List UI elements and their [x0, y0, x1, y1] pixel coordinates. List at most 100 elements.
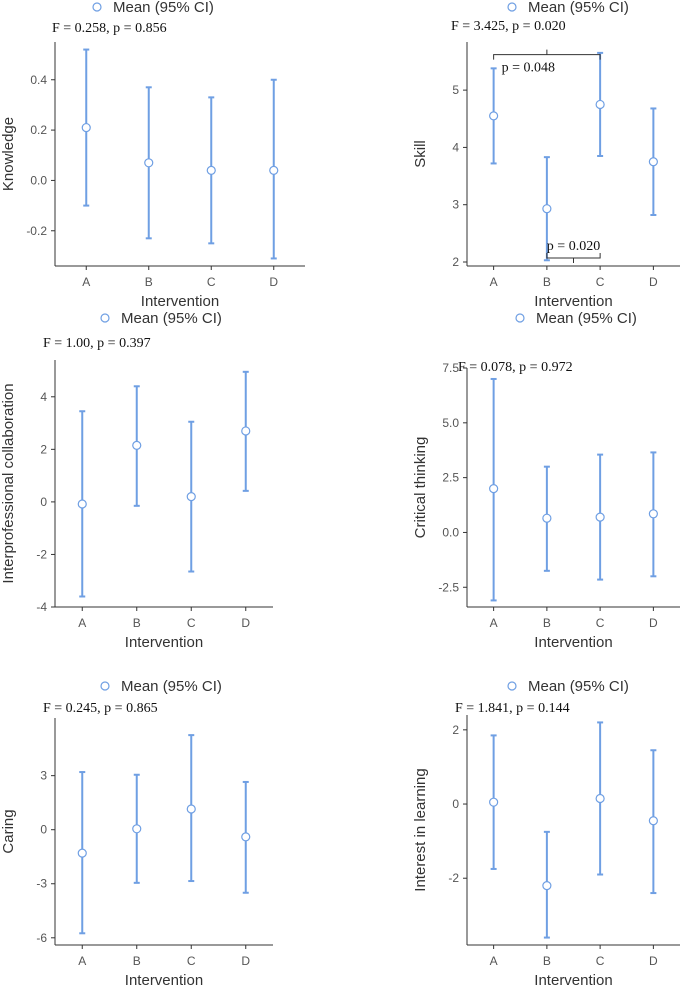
anova-stat-label: F = 1.841, p = 0.144 — [455, 701, 570, 716]
mean-point-A — [81, 122, 91, 133]
mean-point-D — [648, 509, 658, 519]
mean-point-B — [144, 158, 154, 168]
legend-label: Mean (95% CI) — [536, 310, 637, 327]
mean-point-C — [595, 512, 605, 522]
mean-point-B — [132, 440, 142, 450]
comparison-bracket-2: p = 0.020 — [546, 239, 601, 263]
mean-point-D — [648, 157, 658, 167]
y-tick-label: -2 — [448, 871, 459, 885]
chart-panel-1: -0.2 0.0 0.2 0.4 A B C D Intervention Knowledge Me… — [0, 0, 305, 310]
y-tick-label: 0.0 — [442, 525, 459, 539]
y-tick-label: 2.5 — [442, 471, 459, 485]
x-tick-label: A — [490, 616, 498, 630]
mean-point-D — [241, 832, 251, 842]
x-tick-label: C — [596, 954, 605, 968]
y-tick-label: 4 — [452, 140, 459, 154]
mean-point-A — [489, 797, 499, 807]
y-axis-title: Interest in learning — [412, 768, 429, 891]
chart-panel-6: -2 0 2 A B C D Intervention Interest in learning… — [412, 678, 680, 989]
y-tick-label: 0 — [40, 823, 47, 837]
mean-point-B — [542, 881, 552, 891]
y-tick-label: -2 — [36, 547, 47, 561]
mean-point-C — [206, 165, 216, 175]
y-axis-title: Critical thinking — [412, 437, 429, 539]
x-tick-label: D — [649, 616, 658, 630]
x-tick-label: C — [187, 954, 196, 968]
x-tick-label: A — [490, 275, 498, 289]
anova-stat-label: F = 0.258, p = 0.856 — [52, 21, 167, 36]
x-tick-label: A — [78, 954, 86, 968]
x-tick-label: B — [145, 275, 153, 289]
legend-marker — [507, 2, 517, 12]
y-axis-title: Caring — [0, 809, 17, 853]
y-axis-title: Knowledge — [0, 117, 17, 191]
legend-label: Mean (95% CI) — [528, 678, 629, 695]
chart-panel-3: -4 -2 0 2 4 A B C D Intervention Interprofessional… — [0, 310, 273, 651]
anova-stat-label: F = 3.425, p = 0.020 — [451, 19, 566, 34]
mean-point-C — [186, 492, 196, 502]
mean-point-D — [241, 426, 251, 436]
anova-stat-label: F = 0.245, p = 0.865 — [43, 701, 158, 716]
mean-point-C — [186, 804, 196, 814]
x-tick-label: B — [543, 616, 551, 630]
y-tick-label: 4 — [40, 390, 47, 404]
legend-marker — [92, 2, 102, 12]
x-tick-label: A — [78, 616, 86, 630]
y-tick-label: 3 — [452, 198, 459, 212]
comparison-bracket-1: p = 0.048 — [493, 49, 601, 76]
mean-point-B — [542, 513, 552, 523]
comparison-p-label: p = 0.048 — [502, 61, 555, 76]
y-tick-label: -3 — [36, 877, 47, 891]
x-tick-label: D — [649, 275, 658, 289]
y-tick-label: 2 — [452, 255, 459, 269]
legend-marker — [100, 313, 110, 323]
mean-point-A — [489, 111, 499, 121]
comparison-p-label: p = 0.020 — [547, 239, 600, 254]
y-tick-label: 2 — [452, 723, 459, 737]
anova-stat-label: F = 0.078, p = 0.972 — [458, 360, 573, 375]
x-tick-label: C — [207, 275, 216, 289]
x-axis-title: Intervention — [534, 972, 612, 989]
x-tick-label: D — [241, 616, 250, 630]
legend-marker — [515, 313, 525, 323]
mean-point-A — [489, 483, 499, 494]
y-tick-label: 2 — [40, 442, 47, 456]
y-tick-label: -2.5 — [438, 580, 459, 594]
mean-point-C — [595, 793, 605, 804]
chart-panel-4: -2.5 0.0 2.5 5.0 7.5 A B C D Intervention Critical… — [412, 310, 680, 651]
x-tick-label: C — [596, 275, 605, 289]
mean-point-C — [595, 99, 605, 110]
chart-panel-2: 2 3 4 5 A B C D Intervention Skill Mean (95% CI) F … — [412, 0, 680, 310]
chart-panel-5: -6 -3 0 3 A B C D Intervention Caring Mean (95% CI… — [0, 678, 273, 989]
y-tick-label: 7.5 — [442, 361, 459, 375]
y-axis-title: Interprofessional collaboration — [0, 383, 17, 583]
y-tick-label: 5.0 — [442, 416, 459, 430]
legend-label: Mean (95% CI) — [121, 678, 222, 695]
x-tick-label: D — [241, 954, 250, 968]
mean-point-A — [77, 848, 87, 858]
y-tick-label: 0.0 — [30, 173, 47, 187]
legend-label: Mean (95% CI) — [528, 0, 629, 16]
y-tick-label: 5 — [452, 83, 459, 97]
x-axis-title: Intervention — [125, 634, 203, 651]
mean-point-D — [269, 165, 279, 175]
x-tick-label: B — [133, 954, 141, 968]
x-tick-label: D — [649, 954, 658, 968]
mean-point-B — [132, 824, 142, 834]
x-tick-label: A — [82, 275, 90, 289]
legend-label: Mean (95% CI) — [121, 310, 222, 327]
x-tick-label: C — [187, 616, 196, 630]
x-tick-label: A — [490, 954, 498, 968]
y-tick-label: 0.2 — [30, 123, 47, 137]
x-tick-label: C — [596, 616, 605, 630]
mean-point-D — [648, 816, 658, 826]
x-tick-label: D — [269, 275, 278, 289]
x-axis-title: Intervention — [125, 972, 203, 989]
x-tick-label: B — [543, 275, 551, 289]
y-tick-label: 0 — [452, 797, 459, 811]
x-tick-label: B — [133, 616, 141, 630]
mean-point-A — [77, 499, 87, 509]
y-tick-label: -6 — [36, 931, 47, 945]
legend-marker — [507, 681, 517, 691]
